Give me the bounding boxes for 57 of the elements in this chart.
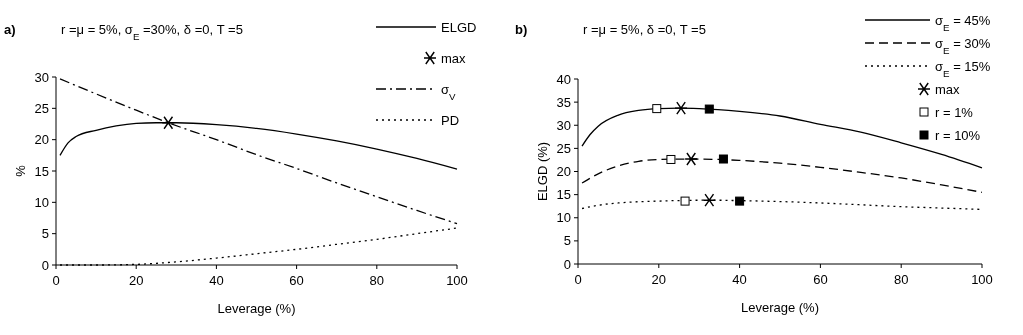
y-tick-label: 25 — [556, 140, 571, 156]
legend-label: σ$_{E}$ = 30% — [935, 36, 991, 56]
legend-label: r = 10% — [935, 128, 981, 143]
x-axis-title: Leverage (%) — [740, 300, 820, 315]
x-tick-label: 80 — [893, 272, 909, 287]
legend-label: r = 1% — [935, 105, 974, 120]
y-axis-title: % — [13, 164, 28, 177]
legend-label: PD — [441, 113, 460, 128]
x-tick-label: 40 — [209, 273, 224, 288]
legend-label: max — [441, 51, 467, 66]
chart-subtitle: r =μ = 5%, δ =0, T =5 — [583, 22, 706, 37]
y-tick-label: 5 — [41, 226, 49, 242]
y-tick-label: 5 — [563, 233, 571, 249]
x-tick-label: 60 — [289, 273, 304, 288]
legend-label: σ$_{V}$ — [441, 82, 457, 102]
legend-label: max — [935, 82, 961, 97]
point — [680, 196, 690, 206]
point — [735, 196, 745, 206]
point — [684, 152, 698, 166]
point — [674, 101, 688, 115]
y-tick-label: 0 — [563, 256, 571, 272]
line-series — [59, 227, 458, 266]
y-tick-label: 30 — [34, 69, 49, 85]
y-tick-label: 35 — [556, 94, 571, 110]
y-tick-label: 15 — [34, 163, 49, 179]
point — [704, 104, 714, 114]
point — [652, 104, 662, 114]
y-tick-label: 20 — [556, 164, 571, 179]
x-axis-title: Leverage (%) — [217, 301, 296, 316]
point — [718, 154, 728, 164]
x-tick-label: 20 — [128, 273, 144, 288]
legend-label: ELGD — [441, 20, 477, 35]
legend-label: σ$_{E}$ = 15% — [935, 59, 991, 79]
chart-subtitle: r =μ = 5%, σ$_{E}$ =30%, δ =0, T =5 — [61, 22, 243, 42]
x-tick-label: 20 — [651, 272, 667, 287]
x-tick-label: 80 — [369, 273, 385, 288]
y-tick-label: 30 — [556, 117, 571, 133]
legend-label: σ$_{E}$ = 45% — [935, 13, 991, 33]
y-axis-title: ELGD (%) — [535, 141, 550, 202]
x-tick-label: 100 — [446, 273, 468, 288]
chart-title: a) — [4, 22, 16, 37]
x-tick-label: 60 — [813, 272, 828, 287]
chart-title: b) — [515, 22, 528, 37]
y-tick-label: 10 — [556, 210, 571, 226]
y-tick-label: 10 — [34, 194, 49, 210]
y-tick-label: 40 — [556, 71, 571, 87]
point — [666, 154, 676, 164]
y-tick-label: 15 — [556, 187, 571, 203]
y-tick-label: 0 — [41, 257, 49, 273]
x-tick-label: 0 — [574, 272, 582, 287]
x-tick-label: 0 — [52, 273, 60, 288]
x-tick-label: 40 — [732, 272, 747, 287]
x-tick-label: 100 — [971, 272, 993, 287]
y-tick-label: 25 — [34, 100, 49, 116]
line-series — [59, 78, 458, 225]
point — [702, 193, 716, 207]
y-tick-label: 20 — [34, 132, 49, 148]
